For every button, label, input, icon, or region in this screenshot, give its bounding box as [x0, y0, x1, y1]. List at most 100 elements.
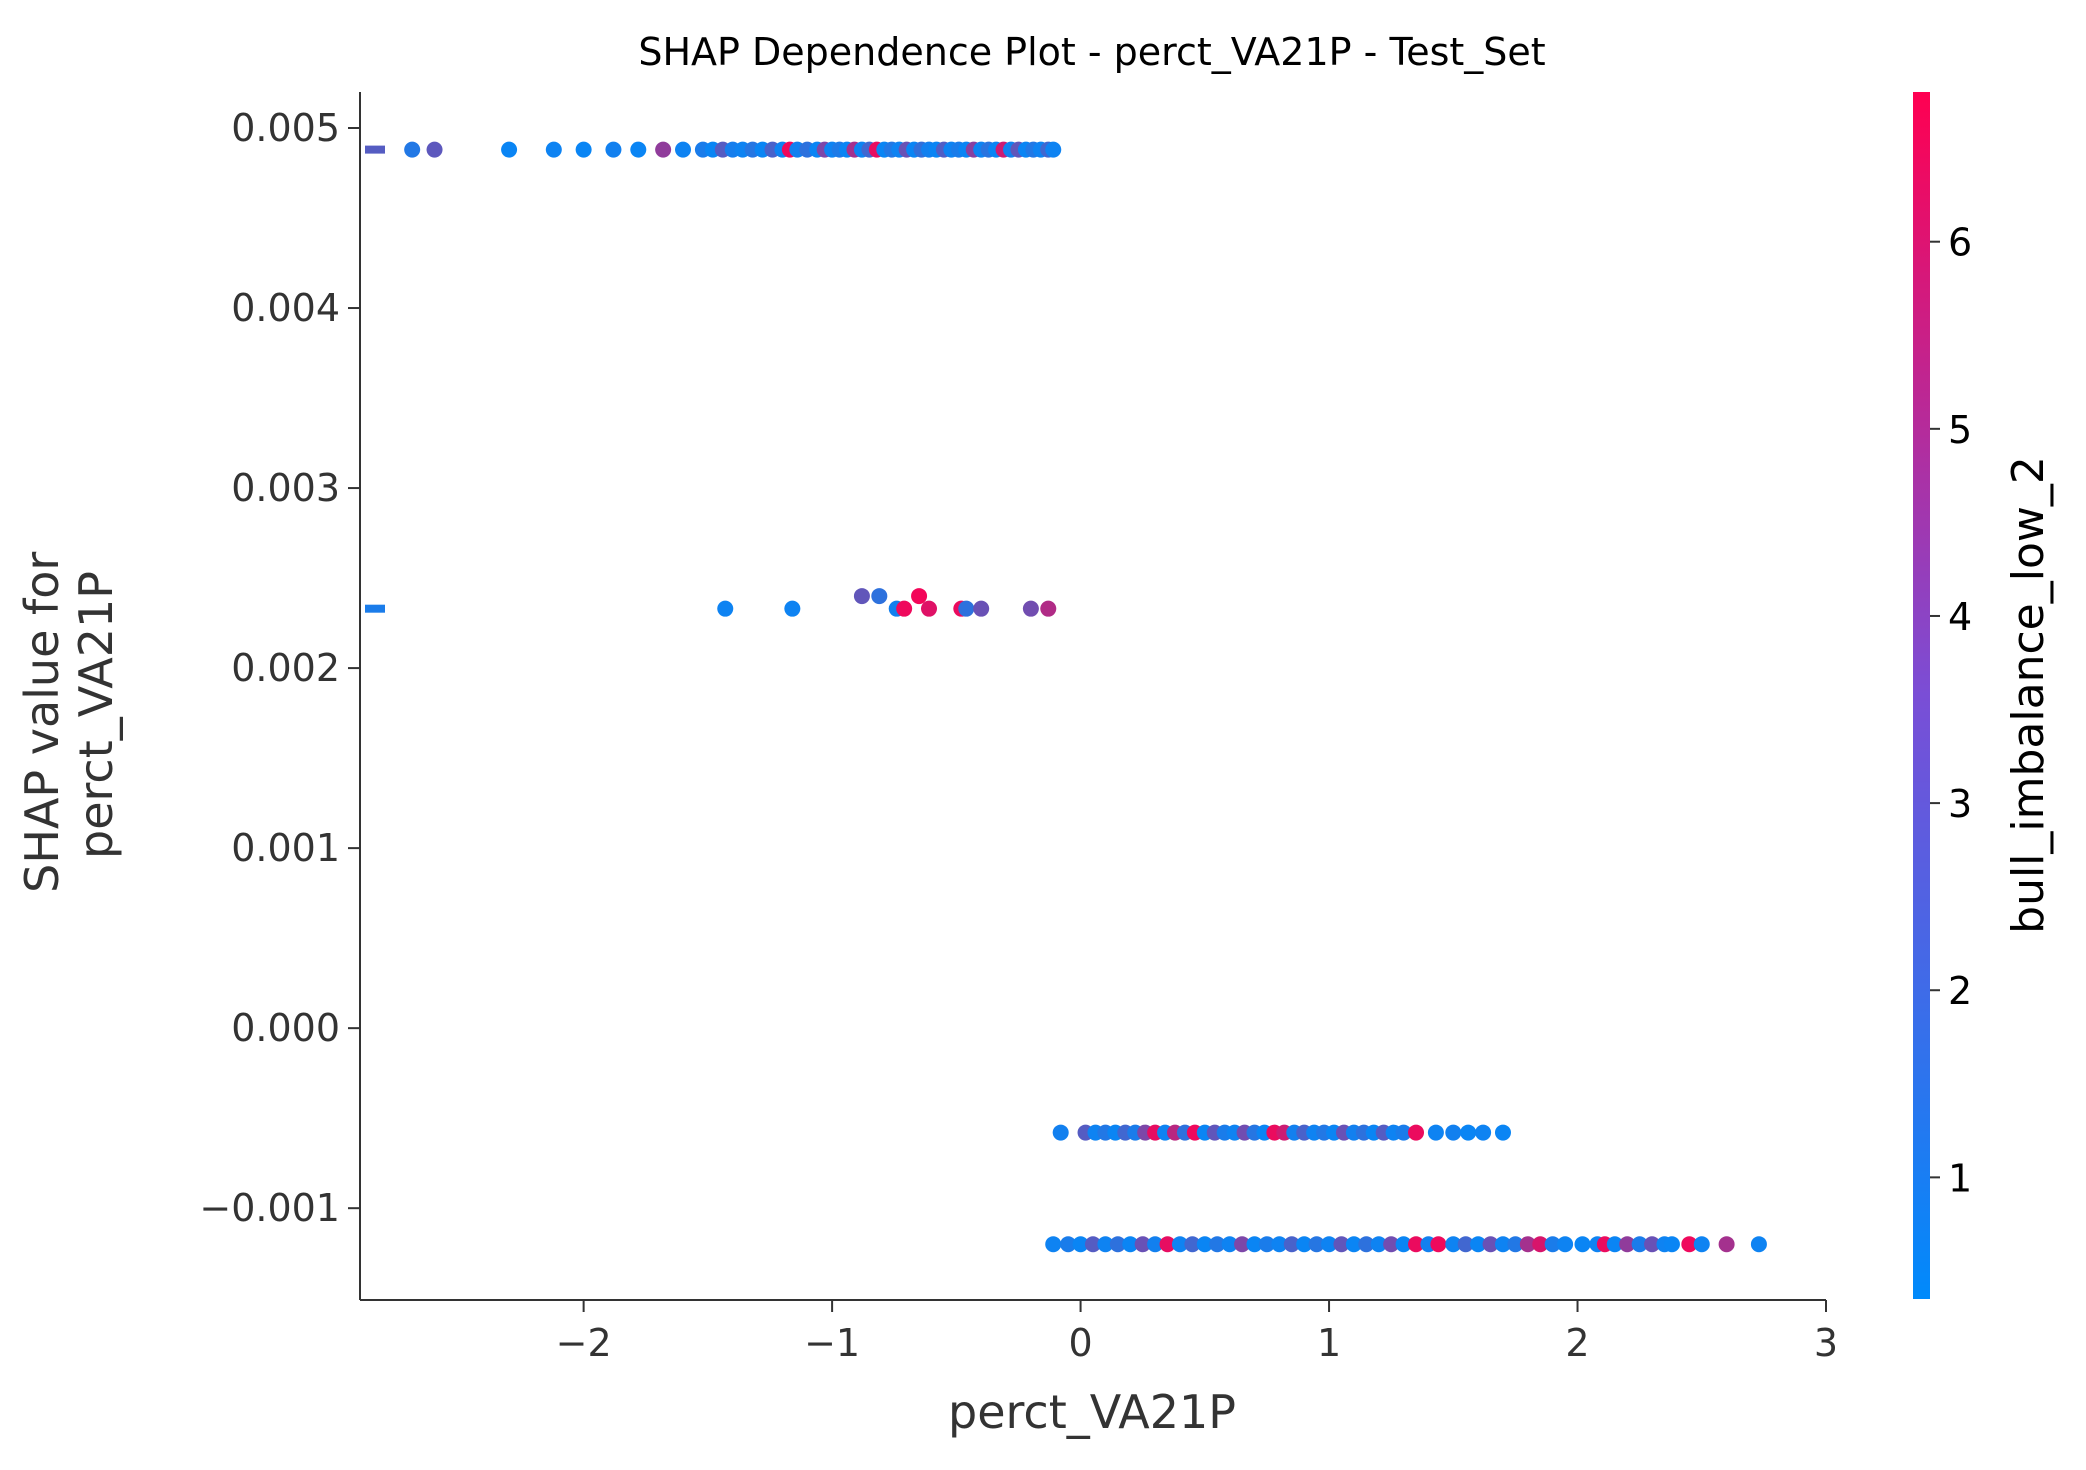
- scatter-point: [1445, 1236, 1462, 1253]
- scatter-point: [1482, 1236, 1499, 1253]
- nan-markers: [365, 145, 385, 613]
- scatter-point: [1427, 1124, 1444, 1141]
- scatter-point: [1196, 1236, 1213, 1253]
- scatter-point: [1383, 1236, 1400, 1253]
- scatter-point: [1430, 1236, 1447, 1253]
- scatter-point: [958, 600, 975, 617]
- scatter-point: [1022, 600, 1039, 617]
- x-axis-label: perct_VA21P: [948, 1385, 1236, 1439]
- nan-marker: [365, 145, 385, 154]
- scatter-point: [1097, 1236, 1114, 1253]
- scatter-point: [1209, 1236, 1226, 1253]
- colorbar-tick-label: 6: [1948, 221, 1972, 265]
- scatter-point: [1718, 1236, 1735, 1253]
- scatter-point: [675, 141, 692, 158]
- scatter-point: [1045, 141, 1062, 158]
- scatter-point: [655, 141, 672, 158]
- x-tick-label: 0: [1068, 1321, 1092, 1365]
- chart-title: SHAP Dependence Plot - perct_VA21P - Tes…: [638, 30, 1545, 74]
- scatter-point: [1574, 1236, 1591, 1253]
- scatter-point: [1333, 1236, 1350, 1253]
- scatter-point: [1494, 1236, 1511, 1253]
- scatter-point: [1445, 1124, 1462, 1141]
- x-tick-label: 1: [1317, 1321, 1341, 1365]
- x-tick-label: 3: [1814, 1321, 1838, 1365]
- scatter-point: [871, 588, 888, 605]
- scatter-point: [1358, 1236, 1375, 1253]
- y-ticks: 0.005 0.004 0.003 0.002 0.001 0.000 −0.001: [199, 106, 360, 1230]
- scatter-point: [1663, 1236, 1680, 1253]
- nan-marker: [365, 604, 385, 613]
- y-tick-label: 0.000: [231, 1006, 340, 1050]
- scatter-point: [1072, 1236, 1089, 1253]
- scatter-point: [1370, 1236, 1387, 1253]
- colorbar-tick-label: 2: [1948, 969, 1972, 1013]
- scatter-point: [501, 141, 518, 158]
- y-tick-label: 0.002: [231, 646, 340, 690]
- scatter-point: [1619, 1236, 1636, 1253]
- scatter-point: [1271, 1236, 1288, 1253]
- y-tick-label: −0.001: [199, 1186, 340, 1230]
- colorbar-tick-label: 3: [1948, 782, 1972, 826]
- scatter-point: [426, 141, 443, 158]
- x-tick-label: 2: [1565, 1321, 1589, 1365]
- scatter-point: [1147, 1236, 1164, 1253]
- scatter-point: [1060, 1236, 1077, 1253]
- scatter-point: [1507, 1236, 1524, 1253]
- scatter-point: [404, 141, 421, 158]
- scatter-point: [1644, 1236, 1661, 1253]
- x-tick-label: −1: [804, 1321, 860, 1365]
- scatter-point: [1557, 1236, 1574, 1253]
- scatter-point: [1395, 1236, 1412, 1253]
- scatter-point: [1750, 1236, 1767, 1253]
- scatter-point: [896, 600, 913, 617]
- scatter-point: [1184, 1236, 1201, 1253]
- scatter-point: [1171, 1236, 1188, 1253]
- scatter-point: [1321, 1236, 1338, 1253]
- scatter-point: [911, 588, 928, 605]
- scatter-point: [1159, 1236, 1176, 1253]
- colorbar-tick-label: 1: [1948, 1156, 1972, 1200]
- scatter-point: [545, 141, 562, 158]
- x-ticks: −2 −1 0 1 2 3: [556, 1300, 1838, 1365]
- scatter-point: [1470, 1236, 1487, 1253]
- scatter-point: [1221, 1236, 1238, 1253]
- scatter-point: [1631, 1236, 1648, 1253]
- scatter-point: [1519, 1236, 1536, 1253]
- scatter-point: [1408, 1236, 1425, 1253]
- scatter-point: [1283, 1236, 1300, 1253]
- points-layer: [404, 141, 1767, 1253]
- y-axis-label-line-2: perct_VA21P: [69, 571, 123, 859]
- scatter-point: [1408, 1124, 1425, 1141]
- scatter-point: [1085, 1236, 1101, 1253]
- colorbar: [1913, 92, 1930, 1299]
- scatter-point: [1040, 600, 1057, 617]
- scatter-point: [1532, 1236, 1549, 1253]
- scatter-point: [1122, 1236, 1139, 1253]
- scatter-point: [1457, 1236, 1474, 1253]
- x-tick-label: −2: [556, 1321, 612, 1365]
- scatter-point: [1308, 1236, 1325, 1253]
- colorbar-label: bull_imbalance_low_2: [2003, 456, 2054, 934]
- colorbar-tick-label: 5: [1948, 408, 1972, 452]
- scatter-point: [784, 600, 801, 617]
- scatter-point: [1246, 1236, 1263, 1253]
- scatter-point: [1460, 1124, 1477, 1141]
- scatter-point: [605, 141, 622, 158]
- scatter-point: [921, 600, 938, 617]
- y-tick-label: 0.001: [231, 826, 340, 870]
- scatter-point: [1109, 1236, 1126, 1253]
- scatter-point: [973, 600, 990, 617]
- y-tick-label: 0.004: [231, 286, 340, 330]
- y-axis-label: SHAP value for perct_VA21P: [15, 537, 123, 893]
- scatter-point: [1395, 1124, 1412, 1141]
- colorbar-tick-label: 4: [1948, 595, 1972, 639]
- scatter-point: [1052, 1124, 1069, 1141]
- scatter-point: [1681, 1236, 1698, 1253]
- y-tick-label: 0.005: [231, 106, 340, 150]
- y-tick-label: 0.003: [231, 466, 340, 510]
- scatter-point: [1475, 1124, 1492, 1141]
- scatter-point: [630, 141, 647, 158]
- scatter-point: [1345, 1236, 1362, 1253]
